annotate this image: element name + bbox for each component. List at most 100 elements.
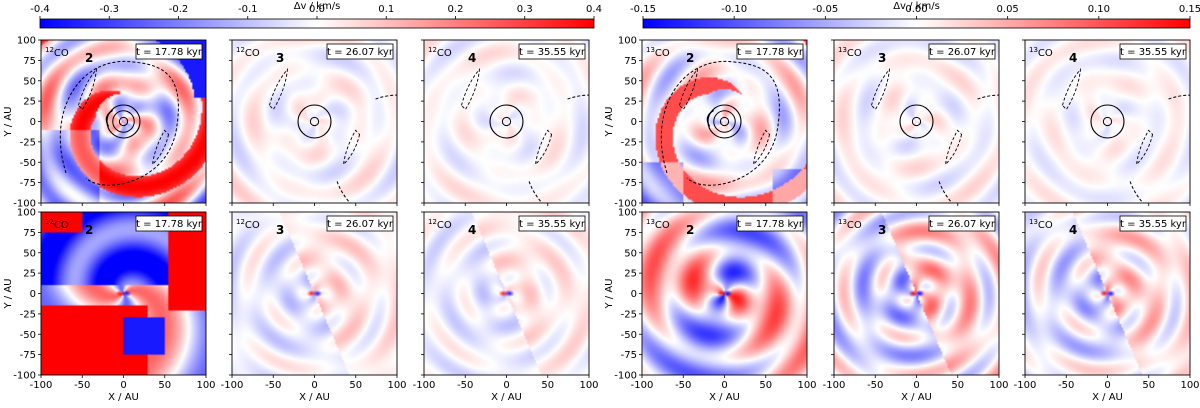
panel-p7: -100 -50 0 50 100 X / AU 100 75 50 25 0 -25 -50 -75 -1… [3,208,216,404]
panel-p3: 12CO 4 t = 35.55 kyr [421,39,590,206]
contours-p2 [268,68,397,203]
molecule-name: CO [437,48,452,59]
center-marker-p9 [498,290,515,297]
y-axis-label: Y / AU [604,279,615,310]
time-box [736,215,804,232]
epoch-label: 3 [878,51,886,65]
heatmap-p6 [1025,40,1190,203]
contours-p1 [59,60,179,186]
y-tick-label: -50 [621,330,637,341]
molecule-name: CO [437,220,452,231]
panel-p2: 12CO 3 t = 26.07 kyr [229,39,398,206]
panel-p1: 100 75 50 25 0 -25 -50 -75 -100 Y / AU 12CO 2 t = 17… [3,36,207,210]
time-label: t = 17.78 kyr [136,47,203,58]
molecule-name: CO [847,220,862,231]
x-tick-label: 50 [158,380,171,391]
epoch-label: 4 [1069,223,1077,237]
contour-core [1102,116,1113,127]
x-tick-label: -50 [74,380,90,391]
y-tick-label: 100 [618,36,637,47]
colorbar-12co-tick-label: -0.2 [169,4,189,15]
molecule-label: 13CO [1029,46,1053,59]
contour-dashed-lobe [1135,129,1154,166]
molecule-name: CO [245,48,260,59]
y-axis-label: Y / AU [3,279,14,310]
y-tick-label: -75 [621,350,637,361]
x-tick-label: 100 [196,380,215,391]
x-tick-label: 100 [1180,380,1199,391]
colorbar-13co-tick-label: -0.15 [630,4,656,15]
x-tick-label: 0 [1104,380,1110,391]
time-box [135,215,203,232]
epoch-label: 3 [878,223,886,237]
molecule-label: 13CO [838,46,862,59]
x-axis-label: X / AU [108,392,139,403]
panel-p6: 13CO 4 t = 35.55 kyr [1022,39,1191,206]
colorbar-12co-tick-label: -0.4 [30,4,50,15]
y-tick-label: -100 [13,199,36,210]
colorbar-12co-bar [39,18,595,29]
colorbar-12co-tick-label: 0.0 [309,4,325,15]
colorbar-13co-tick-label: 0.00 [905,4,927,15]
x-tick-label: -50 [457,380,473,391]
epoch-label: 4 [468,51,476,65]
x-tick-label: -50 [675,380,691,391]
y-tick-label: 50 [624,248,637,259]
time-box [326,215,394,232]
molecule-name: CO [1038,220,1053,231]
contour-arc [706,109,715,127]
center-marker-p7 [115,290,132,297]
colorbar-13co-tick-label: 0.05 [997,4,1019,15]
x-tick-label: 50 [541,380,554,391]
time-box [326,43,394,60]
epoch-label: 2 [686,51,694,65]
molecule-isotope: 12 [236,46,245,54]
colorbar-12co-tick-label: -0.1 [238,4,258,15]
time-box [135,43,203,60]
contour-core [911,116,922,127]
time-label: t = 35.55 kyr [1120,47,1187,58]
molecule-isotope: 13 [646,46,655,54]
contours-p5 [870,68,999,203]
y-tick-label: 0 [631,117,637,128]
center-lobe-blue [1105,290,1116,297]
molecule-name: CO [54,220,69,231]
y-tick-label: 0 [30,117,36,128]
heatmap-p4 [642,40,807,203]
time-label: t = 26.07 kyr [929,219,996,230]
y-tick-label: -25 [621,309,637,320]
contour-dashed-lobe [1061,68,1082,111]
x-tick-label: -50 [867,380,883,391]
panel-p8: -100 -50 0 50 100 X / AU 12CO 3 t = 26.07 kyr [221,211,407,403]
contour-dashed-lobe [944,129,963,166]
colorbars: Δv / km/s -0.4 -0.3 -0.2 -0.1 0.0 0.1 0.2 0.3 0.4… [30,1,1200,29]
x-axis-label: X / AU [299,392,330,403]
colorbar-13co-tick-label: 0.15 [1179,4,1200,15]
contour-mid-ring [112,110,135,133]
y-tick-label: 50 [624,76,637,87]
y-tick-label: 50 [23,248,36,259]
x-tick-label: -100 [221,380,244,391]
y-tick-label: -75 [20,178,36,189]
colorbar-12co-tick-label: -0.3 [99,4,119,15]
y-tick-label: -25 [621,137,637,148]
y-tick-label: 50 [23,76,36,87]
molecule-label: 12CO [45,46,69,59]
time-box [518,43,586,60]
center-marker-p8 [306,290,323,297]
molecule-label: 12CO [236,218,260,231]
contours-p4 [660,60,780,186]
molecule-name: CO [655,48,670,59]
colorbar-12co-label: Δv / km/s [294,1,341,12]
time-label: t = 17.78 kyr [737,219,804,230]
contour-core [719,116,730,127]
molecule-label: 13CO [646,218,670,231]
molecule-isotope: 13 [1029,218,1038,226]
y-tick-label: 25 [624,269,637,280]
contour-dashed-lobe [870,68,891,111]
colorbar-13co: Δv / km/s -0.15 -0.10 -0.05 0.00 0.05 0.10 0.15 [630,1,1200,29]
contour-dashed-lobe [534,129,553,166]
x-axis-label: X / AU [491,392,522,403]
contour-dashed-lobe [77,68,98,111]
molecule-isotope: 12 [45,218,54,226]
